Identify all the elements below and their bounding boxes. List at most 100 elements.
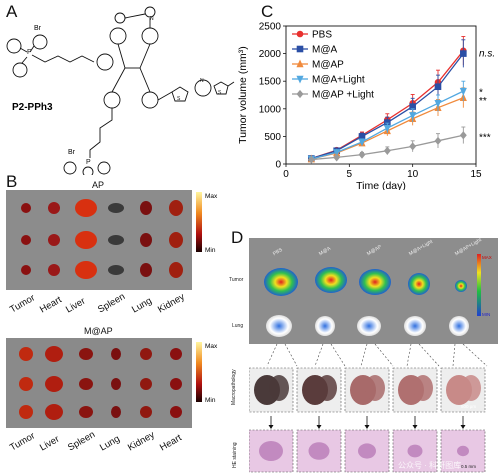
map-scale-max: Max xyxy=(205,343,218,350)
y-tick-label: 500 xyxy=(264,132,281,143)
svg-text:S: S xyxy=(218,90,222,96)
data-point xyxy=(434,99,442,108)
he-lesion xyxy=(259,441,283,461)
map-organ-signals xyxy=(19,346,182,420)
data-point xyxy=(383,124,391,133)
counter-ion-bottom: Br xyxy=(68,149,76,156)
legend-marker xyxy=(296,30,304,38)
organ-signal xyxy=(48,264,60,276)
ap-organ-signals xyxy=(21,199,183,279)
legend-label: M@AP +Light xyxy=(312,90,374,101)
x-tick-label: 0 xyxy=(283,169,289,180)
x-axis-label: Time (day) xyxy=(356,180,406,190)
data-point xyxy=(434,83,442,91)
legend-label: M@A+Light xyxy=(312,75,365,86)
organ-signal xyxy=(108,265,124,275)
arrow-head xyxy=(412,425,418,429)
organ-signal xyxy=(45,404,63,420)
organ-signal xyxy=(111,378,121,390)
legend-marker xyxy=(296,45,304,53)
chemical-structure: P N S N S P Br Br P2-PPh3 xyxy=(6,6,235,175)
data-point xyxy=(333,149,341,157)
map-title: M@AP xyxy=(84,326,113,336)
arrow-head xyxy=(460,425,466,429)
organ-signal xyxy=(79,348,93,360)
arrow-head xyxy=(364,425,370,429)
d-scale-max: MAX xyxy=(482,255,492,260)
map-organ-label: Kidney xyxy=(126,429,157,454)
organ-signal xyxy=(21,203,31,213)
arrow-head xyxy=(268,425,274,429)
ap-organ-label: Liver xyxy=(64,295,88,316)
organ-signal xyxy=(111,406,121,418)
organ-signal xyxy=(45,346,63,362)
d-row-tumor: Tumor xyxy=(229,277,244,283)
ap-organ-image xyxy=(6,190,192,290)
data-point xyxy=(307,155,315,164)
he-lesion xyxy=(358,443,376,459)
lung-macro xyxy=(365,375,385,401)
organ-signal xyxy=(19,405,33,419)
ap-organ-label: Kidney xyxy=(156,291,187,316)
organ-signal xyxy=(48,234,60,246)
organ-signal xyxy=(140,263,152,277)
ap-organ-label: Heart xyxy=(38,294,64,316)
ap-scale-max: Max xyxy=(205,193,218,200)
data-point xyxy=(460,50,467,57)
legend-label: PBS xyxy=(312,30,332,41)
organ-signal xyxy=(79,406,93,418)
organ-signal xyxy=(21,265,31,275)
significance-annotation: * xyxy=(479,87,483,98)
map-color-scale: Max Min xyxy=(196,342,218,404)
tumor-volume-chart: 0 500 1000 1500 2000 2500 0 5 10 15 Time (day) Tumo… xyxy=(237,22,495,191)
svg-text:P: P xyxy=(27,49,32,56)
organ-signal xyxy=(170,406,182,418)
x-tick-label: 5 xyxy=(347,169,353,180)
legend-label: M@AP xyxy=(312,60,344,71)
y-tick-label: 2000 xyxy=(259,49,282,60)
panel-letter-c: C xyxy=(261,2,274,21)
data-point xyxy=(358,138,366,147)
y-tick-label: 1000 xyxy=(259,104,282,115)
y-tick-label: 1500 xyxy=(259,77,282,88)
d-scale-min: MIN xyxy=(482,312,490,317)
svg-text:S: S xyxy=(177,96,181,102)
organ-signal xyxy=(75,199,97,217)
arrow-head xyxy=(316,425,322,429)
legend-marker xyxy=(296,59,304,68)
legend-label: M@A xyxy=(312,45,337,56)
svg-text:N: N xyxy=(150,16,154,22)
compound-name: P2-PPh3 xyxy=(12,102,53,113)
legend-marker xyxy=(296,75,304,84)
organ-signal xyxy=(169,262,183,278)
lung-macro xyxy=(461,375,481,401)
ap-organ-label: Lung xyxy=(130,295,154,316)
organ-signal xyxy=(169,232,183,248)
organ-signal xyxy=(108,203,124,213)
svg-text:P: P xyxy=(86,159,91,166)
organ-signal xyxy=(170,348,182,360)
map-organ-label: Liver xyxy=(38,433,62,454)
x-tick-label: 15 xyxy=(470,169,482,180)
map-organ-label: Tumor xyxy=(8,430,37,454)
data-point xyxy=(358,133,366,140)
organ-signal xyxy=(111,348,121,360)
organ-signal xyxy=(140,406,152,418)
data-point xyxy=(409,112,417,120)
significance-annotation: ** xyxy=(479,96,487,107)
y-tick-label: 0 xyxy=(275,160,281,171)
map-organ-label: Heart xyxy=(158,432,184,454)
y-axis-label: Tumor volume (mm³) xyxy=(237,46,249,144)
organ-signal xyxy=(75,231,97,249)
data-point xyxy=(333,153,341,162)
significance-annotation: n.s. xyxy=(479,48,495,59)
organ-signal xyxy=(169,200,183,216)
lung-macro xyxy=(317,375,337,401)
map-scale-min: Min xyxy=(205,397,216,404)
plot-frame xyxy=(285,25,477,165)
map-organ-label: Lung xyxy=(98,433,122,454)
y-tick-label: 2500 xyxy=(259,22,282,33)
d-row-macro: Macropathology xyxy=(231,369,237,405)
organ-signal xyxy=(48,202,60,214)
organ-signal xyxy=(108,235,124,245)
